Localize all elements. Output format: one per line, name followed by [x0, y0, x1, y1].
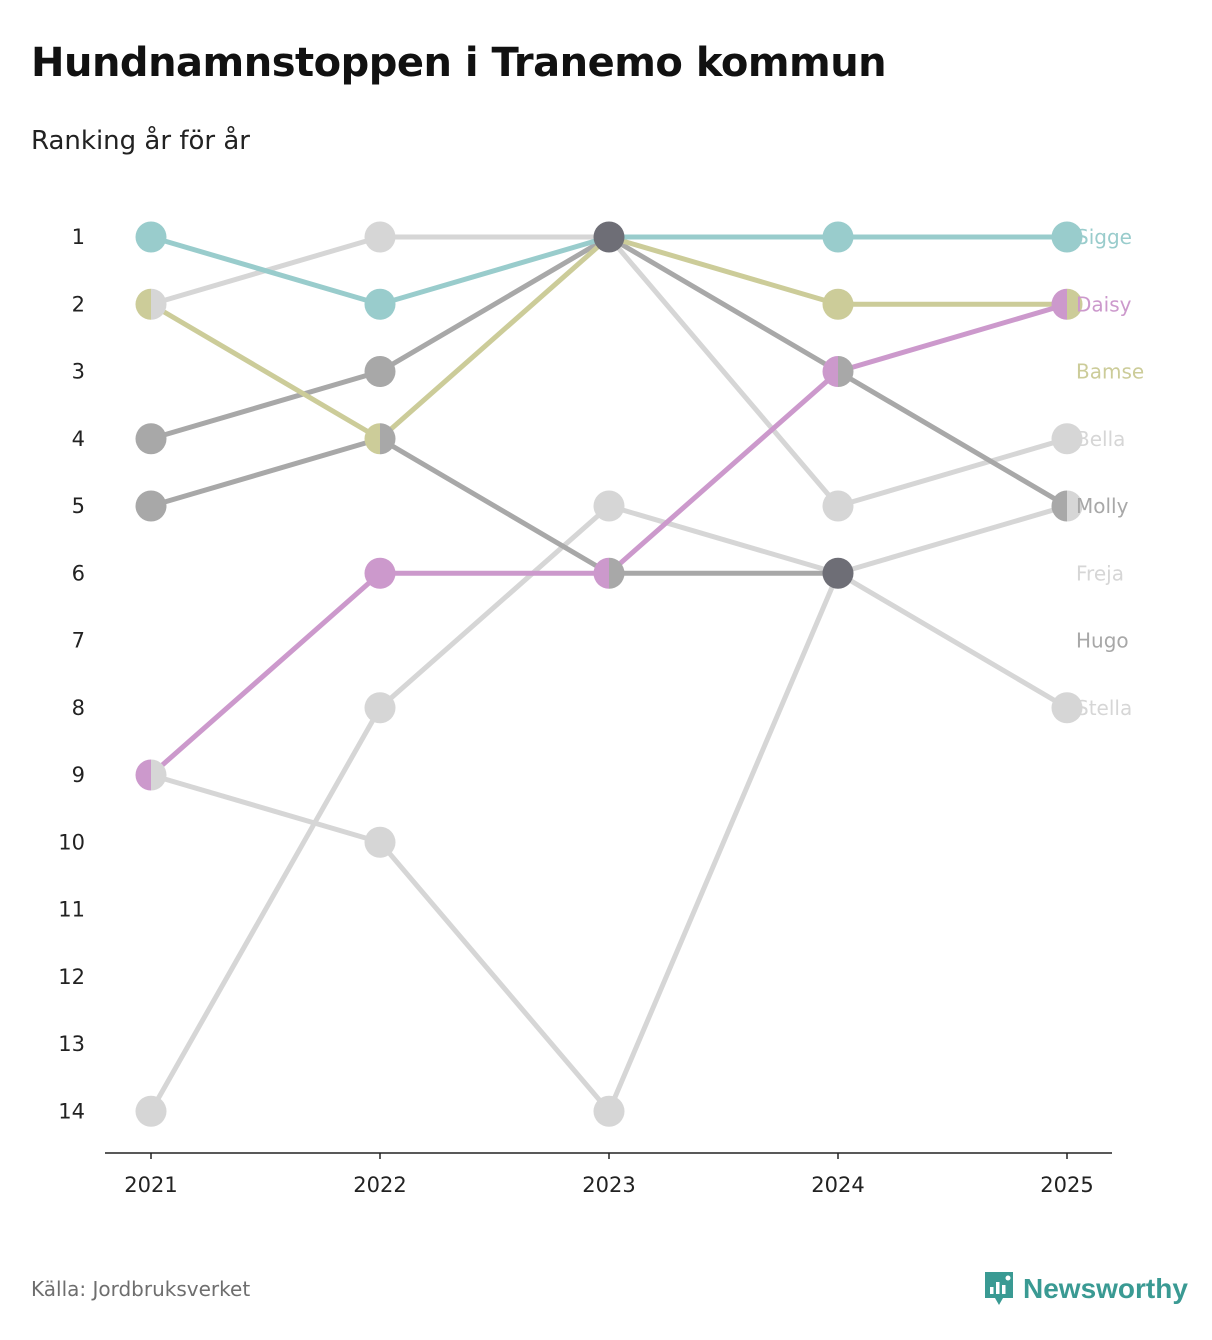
point-2023-rank-6-right-half: [609, 557, 625, 589]
point-2022-rank-1: [364, 221, 396, 253]
newsworthy-logo-icon: [985, 1272, 1013, 1305]
y-tick-label: 9: [72, 763, 85, 787]
point-2022-rank-2: [364, 288, 396, 320]
y-tick-label: 1: [72, 225, 85, 249]
point-2025-rank-8: [1051, 692, 1083, 724]
series-line-hugo: [150, 436, 838, 576]
chart-subtitle: Ranking år för år: [31, 126, 250, 156]
series-label-bamse: Bamse: [1076, 360, 1144, 384]
brand-logo: Newsworthy: [983, 1270, 1188, 1308]
y-tick-label: 7: [72, 629, 85, 653]
y-tick-label: 13: [58, 1032, 85, 1056]
y-tick-label: 12: [58, 965, 85, 989]
point-2025-rank-4: [1051, 423, 1083, 455]
point-2021-rank-5: [135, 490, 167, 522]
series-label-hugo: Hugo: [1076, 629, 1129, 653]
point-2022-rank-3: [364, 356, 396, 387]
point-2024-rank-1: [822, 221, 854, 253]
point-2024-rank-2: [822, 288, 854, 320]
point-2021-rank-9-left-half: [135, 759, 151, 791]
point-2022-rank-6: [364, 557, 396, 589]
y-tick-label: 11: [58, 898, 85, 922]
point-2024-rank-5: [822, 490, 854, 522]
x-axis: 2021 2022 2023 2024 2025: [105, 1152, 1112, 1197]
point-2021-rank-2-left-half: [135, 288, 151, 320]
point-2021-rank-2-right-half: [151, 288, 167, 320]
series-labels: Sigge Daisy Bamse Bella Molly Freja Hugo Stella: [1076, 225, 1144, 720]
y-tick-label: 8: [72, 696, 85, 720]
y-tick-label: 14: [58, 1099, 85, 1123]
brand-name: Newsworthy: [1023, 1273, 1188, 1304]
point-2024-rank-3-left-half: [822, 356, 838, 387]
x-tick-label: 2021: [124, 1173, 177, 1197]
series-label-stella: Stella: [1076, 696, 1132, 720]
y-tick-label: 4: [72, 427, 85, 451]
x-tick-label: 2022: [353, 1173, 406, 1197]
point-2025-rank-1: [1051, 221, 1083, 253]
series-label-sigge: Sigge: [1076, 225, 1132, 249]
point-2021-rank-14: [135, 1095, 167, 1127]
point-2023-rank-5: [593, 490, 625, 522]
point-2025-rank-5-right-half: [1067, 490, 1083, 522]
y-tick-label: 5: [72, 494, 85, 518]
point-2024-rank-3-right-half: [838, 356, 854, 387]
x-tick-label: 2023: [582, 1173, 635, 1197]
y-tick-label: 6: [72, 561, 85, 585]
y-tick-label: 10: [58, 830, 85, 854]
point-2022-rank-10: [364, 826, 396, 858]
point-2021-rank-4: [135, 423, 167, 455]
source-note: Källa: Jordbruksverket: [31, 1277, 251, 1301]
point-2025-rank-2-left-half: [1051, 288, 1067, 320]
series-label-daisy: Daisy: [1076, 292, 1132, 316]
point-2025-rank-2-right-half: [1067, 288, 1083, 320]
point-2022-rank-4-right-half: [380, 423, 396, 455]
x-tick-label: 2025: [1040, 1173, 1093, 1197]
series-line-freja: [148, 503, 1068, 1113]
point-2023-rank-14: [593, 1095, 625, 1127]
point-2023-rank-1-overlap: [593, 221, 625, 253]
point-2022-rank-4-left-half: [364, 423, 380, 455]
x-tick-label: 2024: [811, 1173, 864, 1197]
point-2022-rank-8: [364, 692, 396, 724]
series-label-freja: Freja: [1076, 561, 1124, 585]
y-tick-label: 3: [72, 360, 85, 384]
point-2023-rank-6-left-half: [593, 557, 609, 589]
y-tick-label: 2: [72, 292, 85, 316]
point-2025-rank-5-left-half: [1051, 490, 1067, 522]
point-2021-rank-1: [135, 221, 167, 253]
series-line-daisy: [149, 301, 1068, 777]
point-2021-rank-9-right-half: [151, 759, 167, 791]
chart-title: Hundnamnstoppen i Tranemo kommun: [31, 40, 887, 86]
point-2024-rank-6-overlap: [822, 557, 854, 589]
series-label-molly: Molly: [1076, 494, 1129, 518]
series-line-bamse: [149, 234, 1067, 442]
series-label-bella: Bella: [1076, 427, 1125, 451]
series-points: [135, 221, 1083, 1127]
series-lines: [148, 234, 1069, 1114]
